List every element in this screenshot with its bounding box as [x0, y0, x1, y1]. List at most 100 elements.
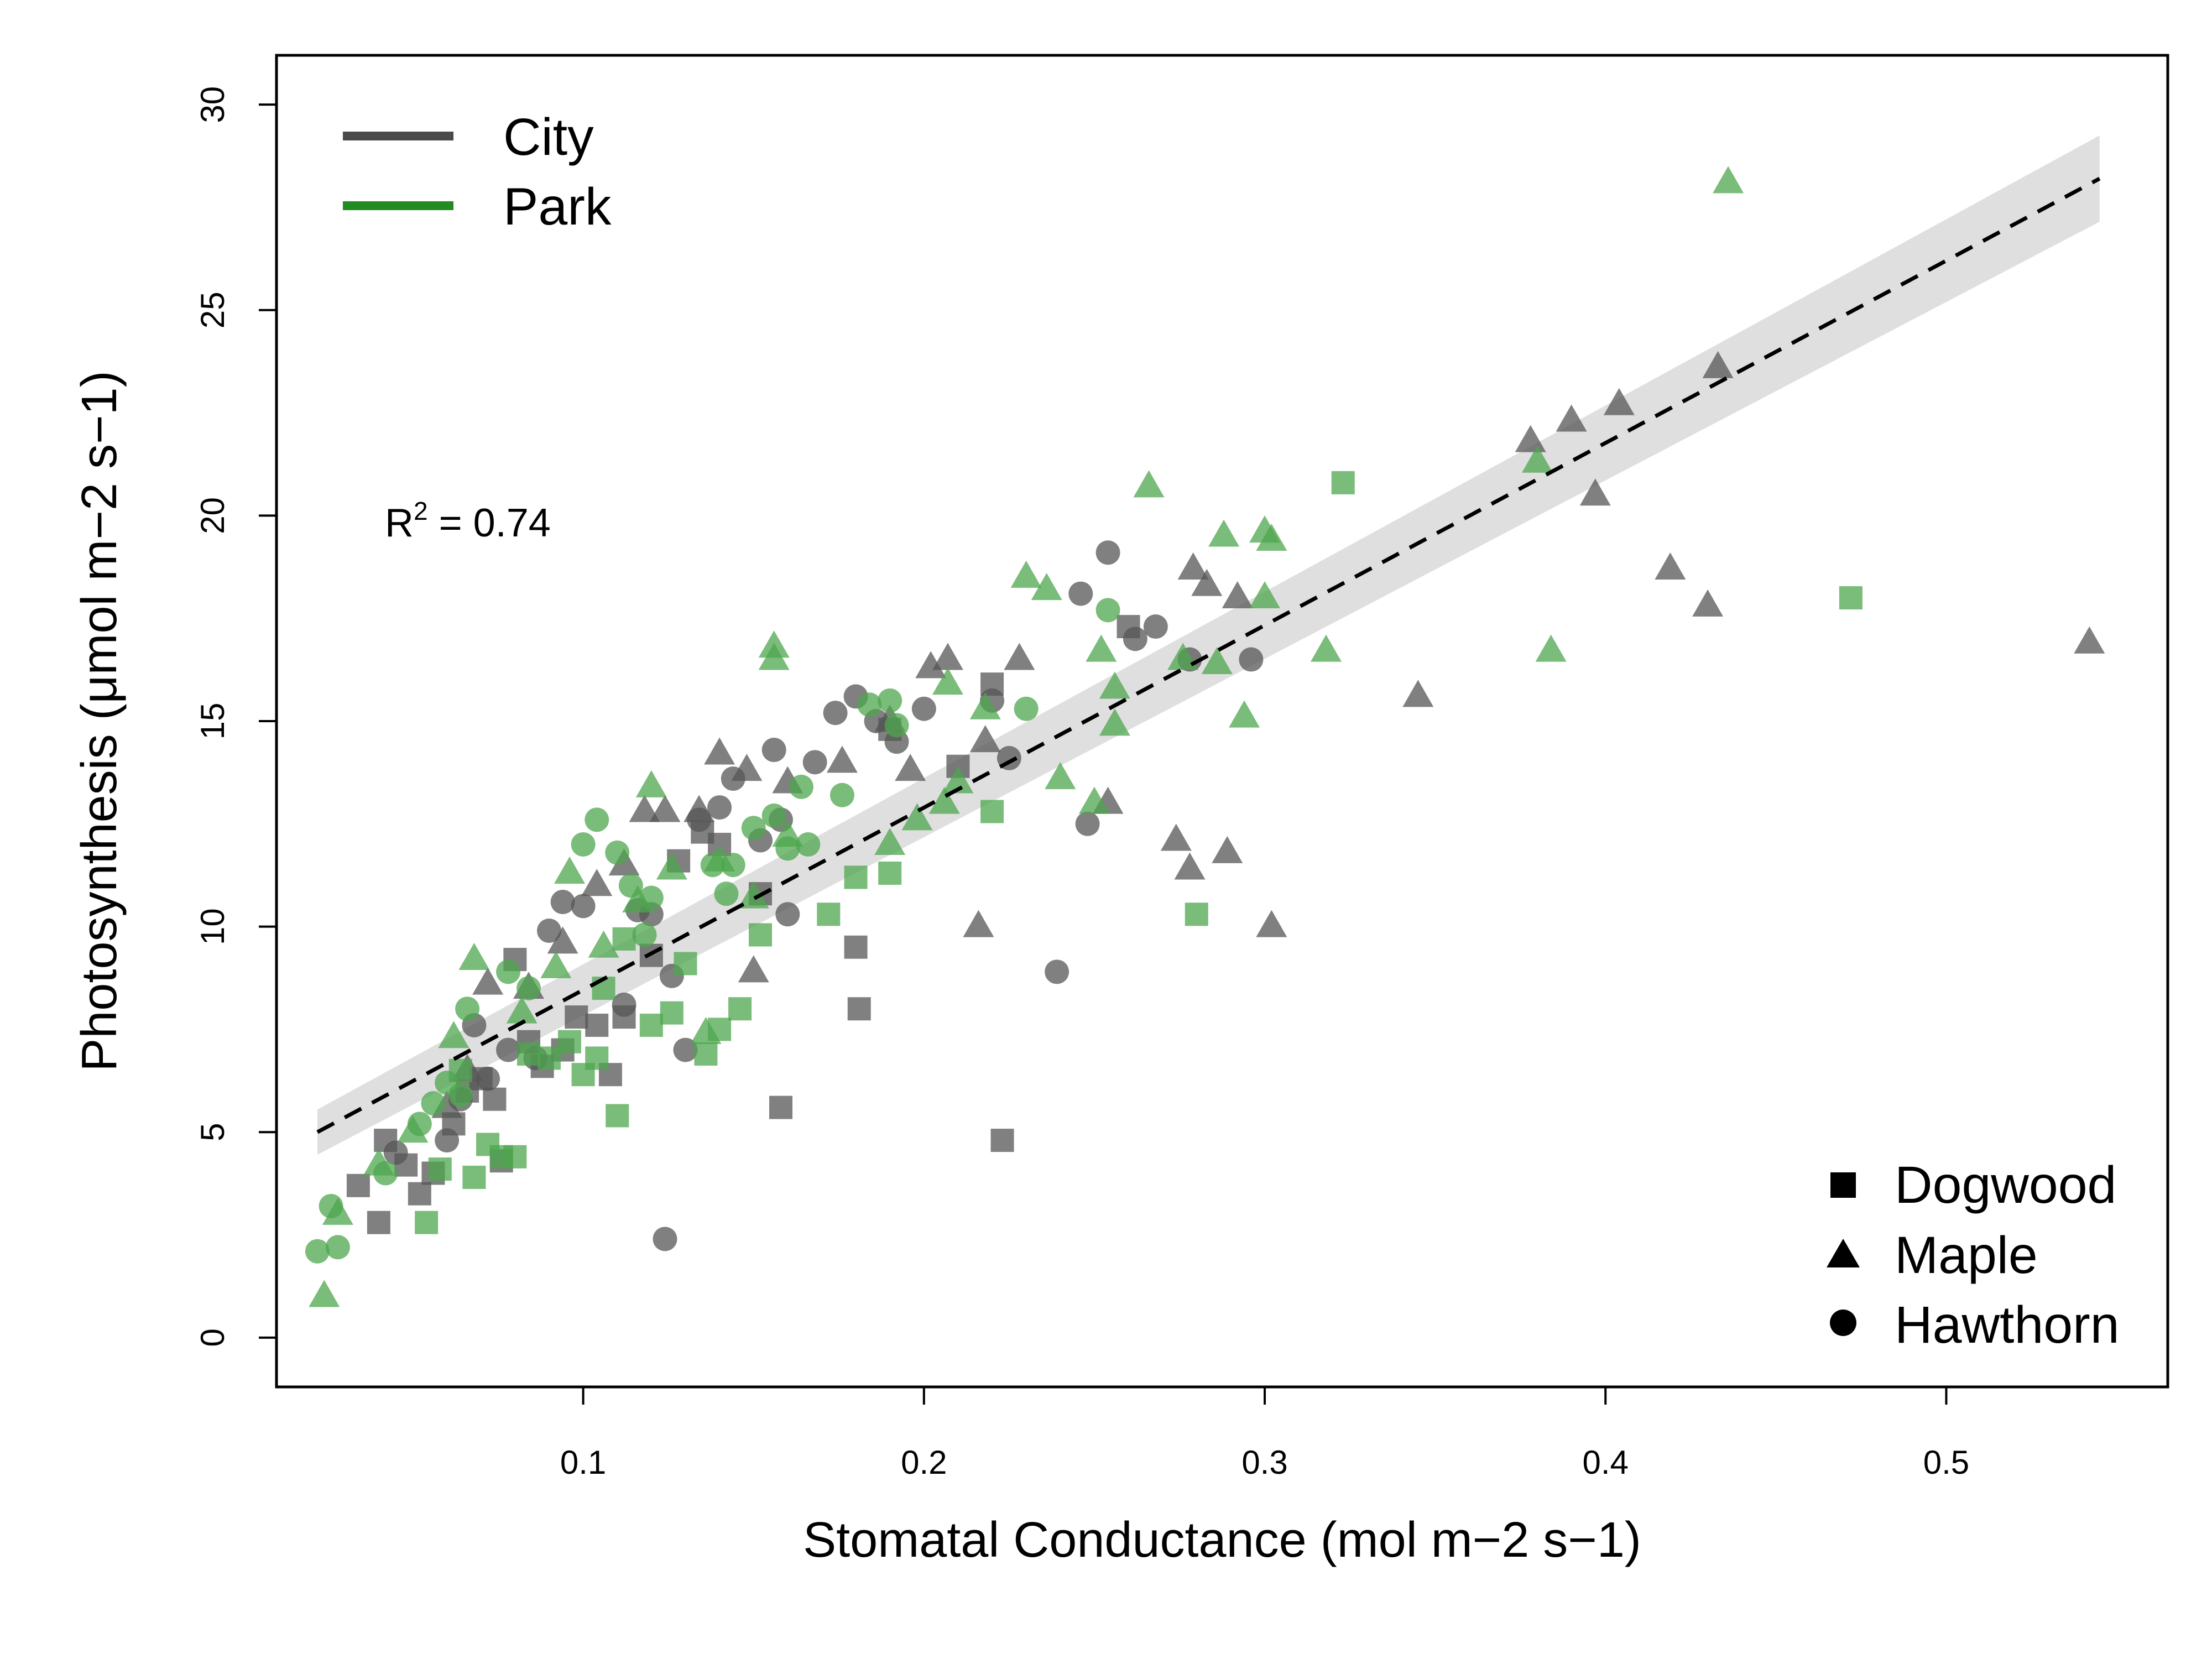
data-point-park-maple — [758, 630, 790, 658]
data-point-park-hawthorn — [714, 881, 739, 906]
data-point-city-dogwood — [565, 1005, 588, 1029]
data-point-park-maple — [438, 1021, 469, 1048]
data-point-park-hawthorn — [421, 1091, 446, 1116]
data-point-park-hawthorn — [605, 840, 630, 865]
y-tick-label: 15 — [194, 703, 231, 740]
data-point-park-maple — [1031, 573, 1062, 601]
data-point-city-hawthorn — [383, 1140, 408, 1165]
data-point-park-dogwood — [606, 1104, 629, 1128]
data-point-park-maple — [506, 996, 538, 1024]
data-point-city-maple — [738, 955, 769, 983]
data-point-park-hawthorn — [496, 959, 521, 984]
site-legend: City Dogwood Park — [343, 108, 612, 236]
data-point-city-maple — [1177, 552, 1209, 580]
y-tick-label: 25 — [194, 291, 231, 328]
x-tick-label: 0.4 — [1583, 1444, 1629, 1481]
data-point-city-hawthorn — [536, 919, 561, 943]
data-point-park-dogwood — [537, 1046, 561, 1070]
data-point-park-dogwood — [557, 1030, 581, 1053]
data-point-park-maple — [554, 856, 585, 884]
data-points-layer — [305, 166, 2105, 1307]
data-point-park-dogwood — [980, 800, 1004, 823]
data-point-city-maple — [932, 643, 963, 670]
r-squared-annotation: R2 = 0.74 — [385, 497, 551, 545]
data-point-park-hawthorn — [571, 832, 596, 857]
data-point-park-maple — [738, 881, 769, 909]
data-point-city-maple — [1515, 425, 1546, 452]
y-tick-label: 20 — [194, 497, 231, 534]
data-point-park-dogwood — [728, 997, 752, 1021]
data-point-park-hawthorn — [517, 976, 541, 1001]
data-point-city-hawthorn — [911, 696, 936, 721]
data-point-park-maple — [874, 827, 906, 855]
data-point-park-maple — [458, 943, 490, 971]
data-point-city-hawthorn — [496, 1037, 521, 1062]
x-tick-label: 0.1 — [560, 1444, 606, 1481]
data-point-city-maple — [1692, 589, 1724, 617]
data-point-park-hawthorn — [407, 1112, 432, 1136]
data-point-city-maple — [1191, 568, 1223, 596]
data-point-park-maple — [928, 786, 960, 814]
data-point-park-hawthorn — [830, 782, 854, 807]
data-point-park-maple — [1201, 646, 1233, 674]
data-point-park-dogwood — [660, 1001, 684, 1025]
data-point-city-maple — [581, 869, 613, 896]
data-point-city-maple — [1579, 478, 1611, 506]
data-point-city-dogwood — [367, 1211, 390, 1234]
data-point-park-hawthorn — [319, 1193, 343, 1218]
data-point-park-maple — [1713, 166, 1744, 194]
data-point-park-dogwood — [674, 952, 697, 975]
data-point-park-dogwood — [639, 1013, 663, 1037]
data-point-city-maple — [704, 737, 735, 765]
data-point-park-hawthorn — [585, 807, 609, 832]
data-point-park-maple — [901, 803, 933, 831]
data-point-park-hawthorn — [857, 692, 882, 717]
data-point-park-maple — [1249, 581, 1281, 609]
data-point-city-dogwood — [346, 1173, 370, 1197]
data-point-city-hawthorn — [1143, 614, 1168, 639]
data-point-park-dogwood — [585, 1046, 609, 1070]
data-point-park-hawthorn — [700, 853, 725, 878]
data-point-park-dogwood — [428, 1157, 452, 1181]
fit-line-layer — [316, 176, 2101, 1134]
data-point-city-maple — [915, 651, 947, 679]
data-point-city-hawthorn — [476, 1066, 500, 1091]
data-point-city-dogwood — [847, 997, 871, 1021]
legend-city-label: City — [503, 108, 594, 166]
data-point-city-maple — [1160, 823, 1192, 851]
data-point-city-maple — [1402, 680, 1434, 707]
y-tick-label: 10 — [194, 908, 231, 945]
data-point-park-maple — [690, 1016, 722, 1044]
data-point-city-hawthorn — [802, 750, 827, 775]
x-tick-label: 0.3 — [1241, 1444, 1287, 1481]
r-squared-superscript: 2 — [414, 497, 428, 525]
data-point-city-maple — [472, 967, 504, 995]
data-point-park-hawthorn — [878, 688, 902, 713]
data-point-city-hawthorn — [775, 902, 800, 927]
data-point-city-maple — [1655, 552, 1686, 580]
data-point-city-hawthorn — [823, 701, 848, 726]
data-point-city-hawthorn — [435, 1128, 460, 1153]
data-point-park-dogwood — [749, 923, 773, 947]
confidence-band — [317, 135, 2100, 1155]
species-legend: Dogwood Maple Hawthorn — [1827, 1156, 2120, 1354]
data-point-city-maple — [1556, 404, 1587, 432]
data-point-park-dogwood — [817, 902, 841, 926]
data-point-park-maple — [540, 951, 572, 978]
y-axis-title: Photosynthesis (μmol m−2 s−1) — [72, 371, 127, 1071]
triangle-icon — [1827, 1239, 1860, 1267]
y-axis: 0 5 10 15 20 25 30 — [194, 86, 278, 1347]
data-point-park-dogwood — [878, 861, 902, 885]
data-point-park-hawthorn — [789, 774, 813, 799]
data-point-park-hawthorn — [1095, 598, 1120, 623]
data-point-park-hawthorn — [1014, 696, 1039, 721]
x-axis: 0.1 0.2 0.3 0.4 0.5 — [560, 1386, 1969, 1481]
data-point-park-maple — [969, 692, 1001, 719]
data-point-city-dogwood — [483, 1087, 507, 1111]
data-point-city-hawthorn — [761, 738, 786, 763]
data-point-park-hawthorn — [448, 1083, 473, 1108]
data-point-city-dogwood — [844, 935, 868, 959]
y-tick-label: 30 — [194, 86, 231, 123]
legend-hawthorn-label: Hawthorn — [1895, 1296, 2120, 1354]
data-point-city-maple — [649, 795, 681, 822]
